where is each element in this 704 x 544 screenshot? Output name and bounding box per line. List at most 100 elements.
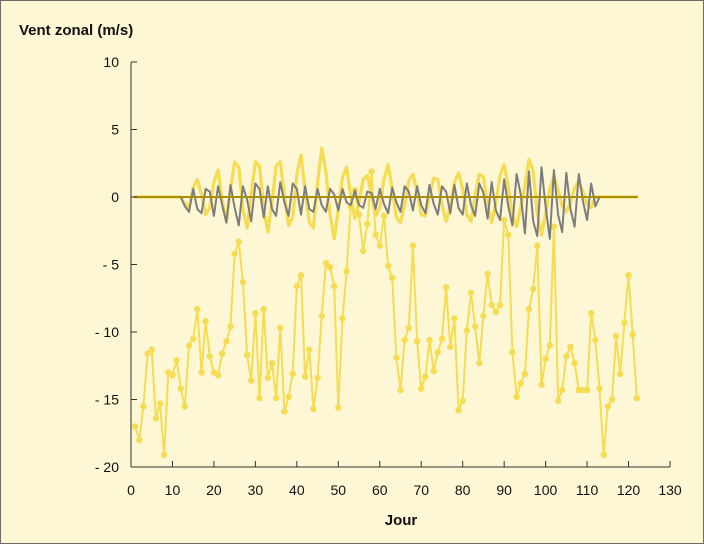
data-point-0-24 <box>231 250 238 257</box>
data-point-0-109 <box>583 386 591 394</box>
y-tick-label: 5 <box>111 122 119 138</box>
data-point-0-37 <box>285 393 292 400</box>
data-point-0-6 <box>156 400 164 407</box>
y-tick-label: 10 <box>103 54 119 70</box>
data-point-0-58 <box>372 231 379 238</box>
x-tick-label: 20 <box>206 482 222 498</box>
data-point-0-80 <box>463 327 470 334</box>
data-point-0-103 <box>559 386 566 394</box>
data-point-0-82 <box>471 323 479 330</box>
data-point-0-14 <box>190 335 197 342</box>
data-point-0-89 <box>501 216 508 224</box>
data-point-0-59 <box>376 242 383 249</box>
data-point-0-116 <box>612 332 620 340</box>
data-point-0-69 <box>418 385 425 392</box>
y-tick-label: - 10 <box>95 324 119 340</box>
data-point-0-15 <box>194 305 201 313</box>
x-tick-label: 40 <box>289 482 305 498</box>
data-point-0-49 <box>335 404 342 411</box>
data-point-0-68 <box>413 338 421 345</box>
x-tick-label: 50 <box>331 482 347 498</box>
data-point-0-111 <box>592 336 599 344</box>
data-point-0-5 <box>152 415 160 422</box>
data-point-0-28 <box>248 377 255 384</box>
data-point-0-115 <box>608 396 616 403</box>
series-layer <box>131 146 640 459</box>
data-point-0-11 <box>177 385 184 392</box>
data-point-0-70 <box>422 373 429 380</box>
data-point-0-4 <box>148 346 155 353</box>
data-point-0-95 <box>525 305 533 313</box>
data-point-0-97 <box>534 242 541 249</box>
data-point-0-78 <box>455 407 462 414</box>
data-point-0-16 <box>198 369 205 376</box>
data-point-0-90 <box>505 231 512 238</box>
data-point-0-105 <box>567 343 574 351</box>
data-point-0-96 <box>530 285 537 292</box>
data-point-0-7 <box>161 451 168 459</box>
data-point-0-56 <box>364 220 371 228</box>
data-point-0-110 <box>588 309 595 317</box>
data-point-0-18 <box>206 353 213 360</box>
data-point-0-44 <box>314 374 321 382</box>
data-point-0-81 <box>467 289 475 297</box>
data-point-0-13 <box>185 342 193 349</box>
data-point-0-79 <box>459 397 466 405</box>
data-point-0-2 <box>140 403 147 410</box>
data-point-0-27 <box>243 351 251 359</box>
data-point-0-40 <box>297 272 305 279</box>
data-point-0-114 <box>604 403 611 410</box>
data-point-0-0 <box>131 423 139 430</box>
data-point-0-25 <box>235 238 242 245</box>
x-tick-label: 130 <box>658 482 682 498</box>
data-point-0-93 <box>517 380 524 387</box>
data-point-0-1 <box>136 436 143 444</box>
data-point-0-71 <box>426 336 433 344</box>
data-point-0-113 <box>600 451 607 459</box>
y-tick-label: 0 <box>111 189 119 205</box>
x-tick-label: 0 <box>127 482 135 498</box>
data-point-0-45 <box>318 312 325 319</box>
data-point-0-92 <box>513 393 520 400</box>
data-point-0-104 <box>563 353 570 360</box>
data-point-0-46 <box>322 259 330 267</box>
x-tick-label: 60 <box>372 482 388 498</box>
data-point-0-102 <box>554 397 562 405</box>
data-point-0-66 <box>405 324 412 332</box>
x-axis-title: Jour <box>385 512 418 529</box>
data-point-0-35 <box>277 324 284 332</box>
data-point-0-50 <box>339 315 346 322</box>
data-point-0-34 <box>272 394 280 402</box>
data-point-0-98 <box>538 381 545 388</box>
data-point-0-87 <box>492 308 500 315</box>
data-point-0-23 <box>227 323 234 330</box>
data-point-0-77 <box>451 315 458 322</box>
data-point-0-9 <box>169 372 176 379</box>
x-tick-label: 80 <box>455 482 471 498</box>
x-tick-label: 90 <box>496 482 512 498</box>
data-point-0-64 <box>397 386 404 394</box>
data-point-0-121 <box>633 394 640 402</box>
data-point-0-51 <box>343 268 350 275</box>
data-point-0-94 <box>521 370 529 378</box>
data-point-0-99 <box>542 355 549 363</box>
data-point-0-85 <box>484 270 491 278</box>
x-tick-label: 30 <box>248 482 264 498</box>
y-tick-label: - 15 <box>95 392 119 408</box>
data-point-0-120 <box>629 331 636 338</box>
data-point-0-26 <box>239 278 247 286</box>
y-axis-title: Vent zonal (m/s) <box>19 22 133 39</box>
data-point-0-38 <box>289 370 296 378</box>
data-point-0-67 <box>409 242 417 249</box>
data-point-0-21 <box>219 350 226 357</box>
data-point-0-101 <box>550 223 558 230</box>
data-point-0-100 <box>546 342 553 349</box>
data-point-0-12 <box>181 403 189 410</box>
series-line-2 <box>134 166 638 240</box>
data-point-0-73 <box>434 349 441 356</box>
data-point-0-55 <box>360 247 367 255</box>
data-point-0-86 <box>488 301 495 309</box>
data-point-0-62 <box>389 274 396 282</box>
